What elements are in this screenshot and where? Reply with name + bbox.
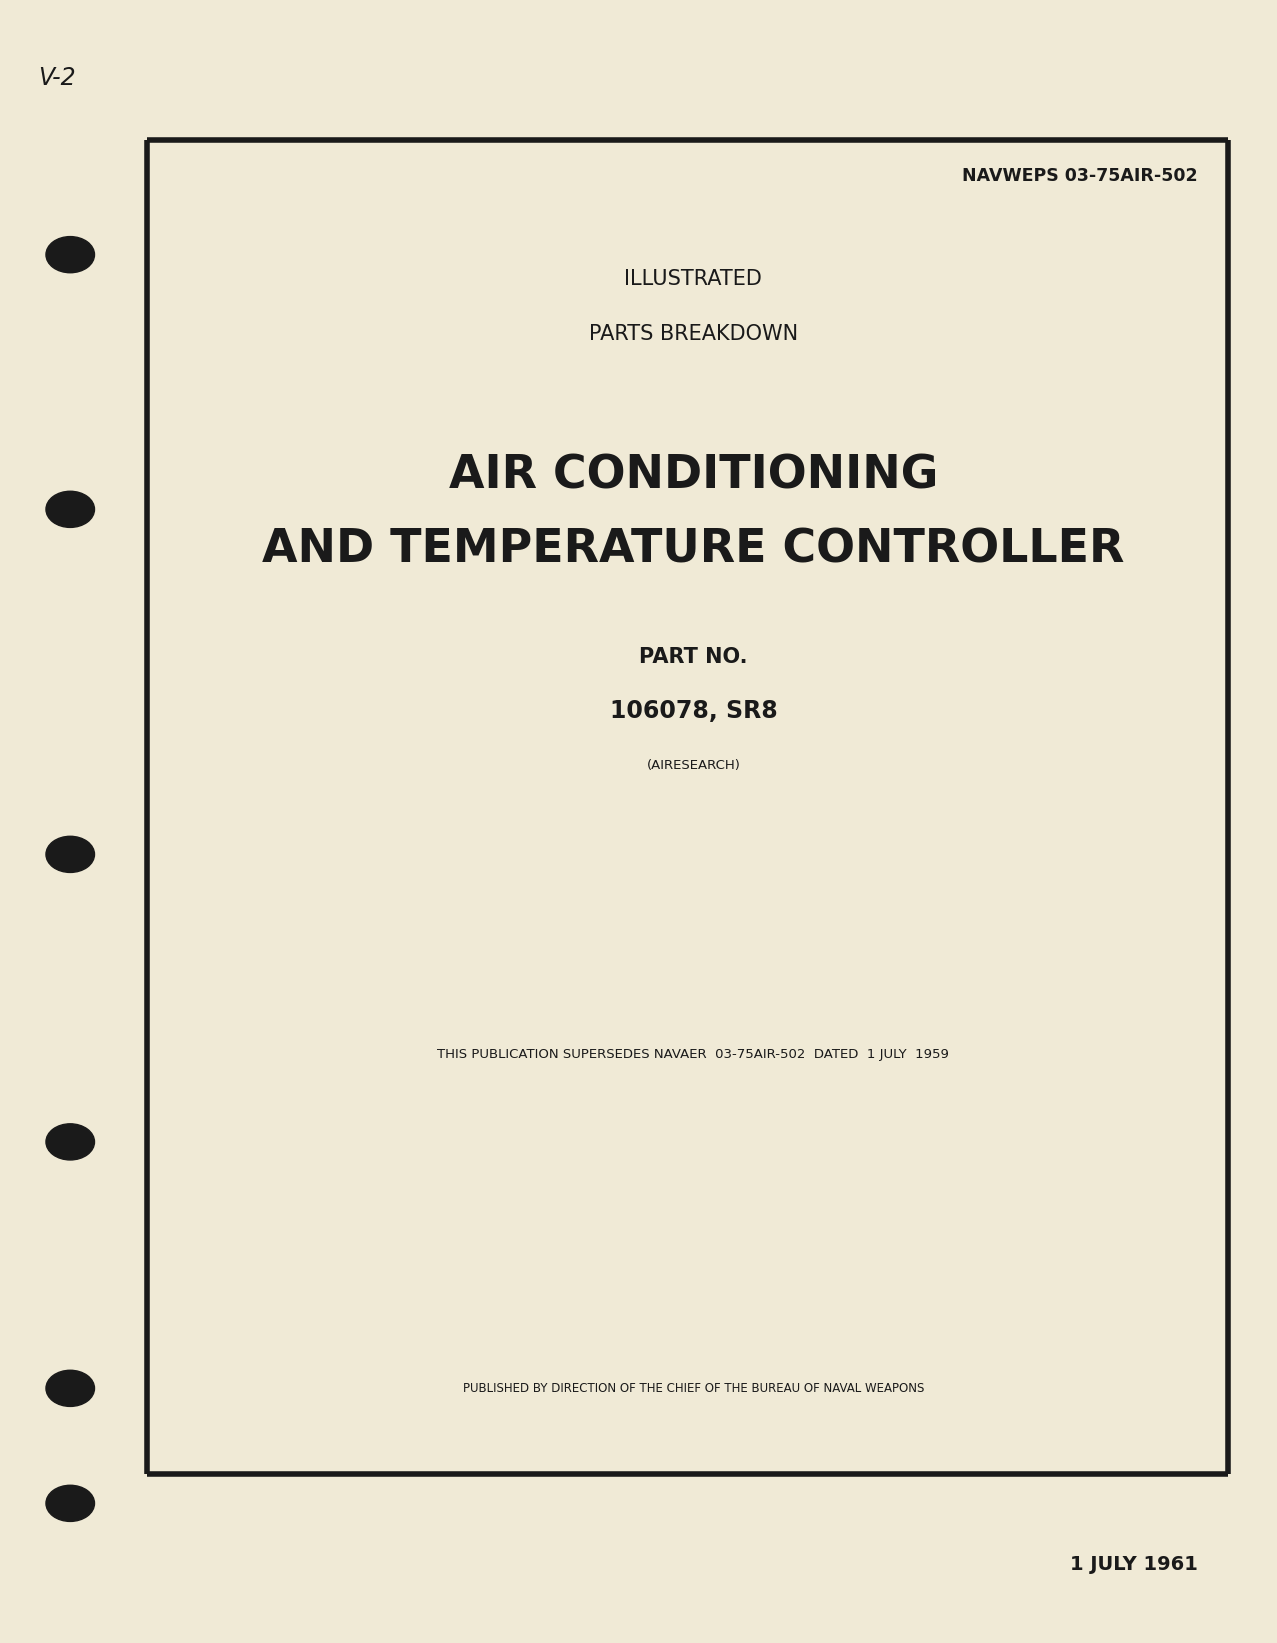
Text: PUBLISHED BY DIRECTION OF THE CHIEF OF THE BUREAU OF NAVAL WEAPONS: PUBLISHED BY DIRECTION OF THE CHIEF OF T… [462,1382,925,1395]
Text: NAVWEPS 03-75AIR-502: NAVWEPS 03-75AIR-502 [962,168,1198,184]
Ellipse shape [46,237,94,273]
Text: (AIRESEARCH): (AIRESEARCH) [646,759,741,772]
Text: 106078, SR8: 106078, SR8 [609,700,778,723]
Text: PARTS BREAKDOWN: PARTS BREAKDOWN [589,324,798,343]
Ellipse shape [46,491,94,527]
Ellipse shape [46,1124,94,1160]
Text: V-2: V-2 [38,66,75,90]
Ellipse shape [46,836,94,872]
Text: ILLUSTRATED: ILLUSTRATED [624,269,762,289]
Ellipse shape [46,1485,94,1521]
Text: AIR CONDITIONING: AIR CONDITIONING [448,453,939,499]
Text: PART NO.: PART NO. [640,647,747,667]
Text: 1 JULY 1961: 1 JULY 1961 [1070,1554,1198,1574]
Ellipse shape [46,1370,94,1406]
Text: AND TEMPERATURE CONTROLLER: AND TEMPERATURE CONTROLLER [262,527,1125,573]
Text: THIS PUBLICATION SUPERSEDES NAVAER  03-75AIR-502  DATED  1 JULY  1959: THIS PUBLICATION SUPERSEDES NAVAER 03-75… [438,1048,949,1061]
